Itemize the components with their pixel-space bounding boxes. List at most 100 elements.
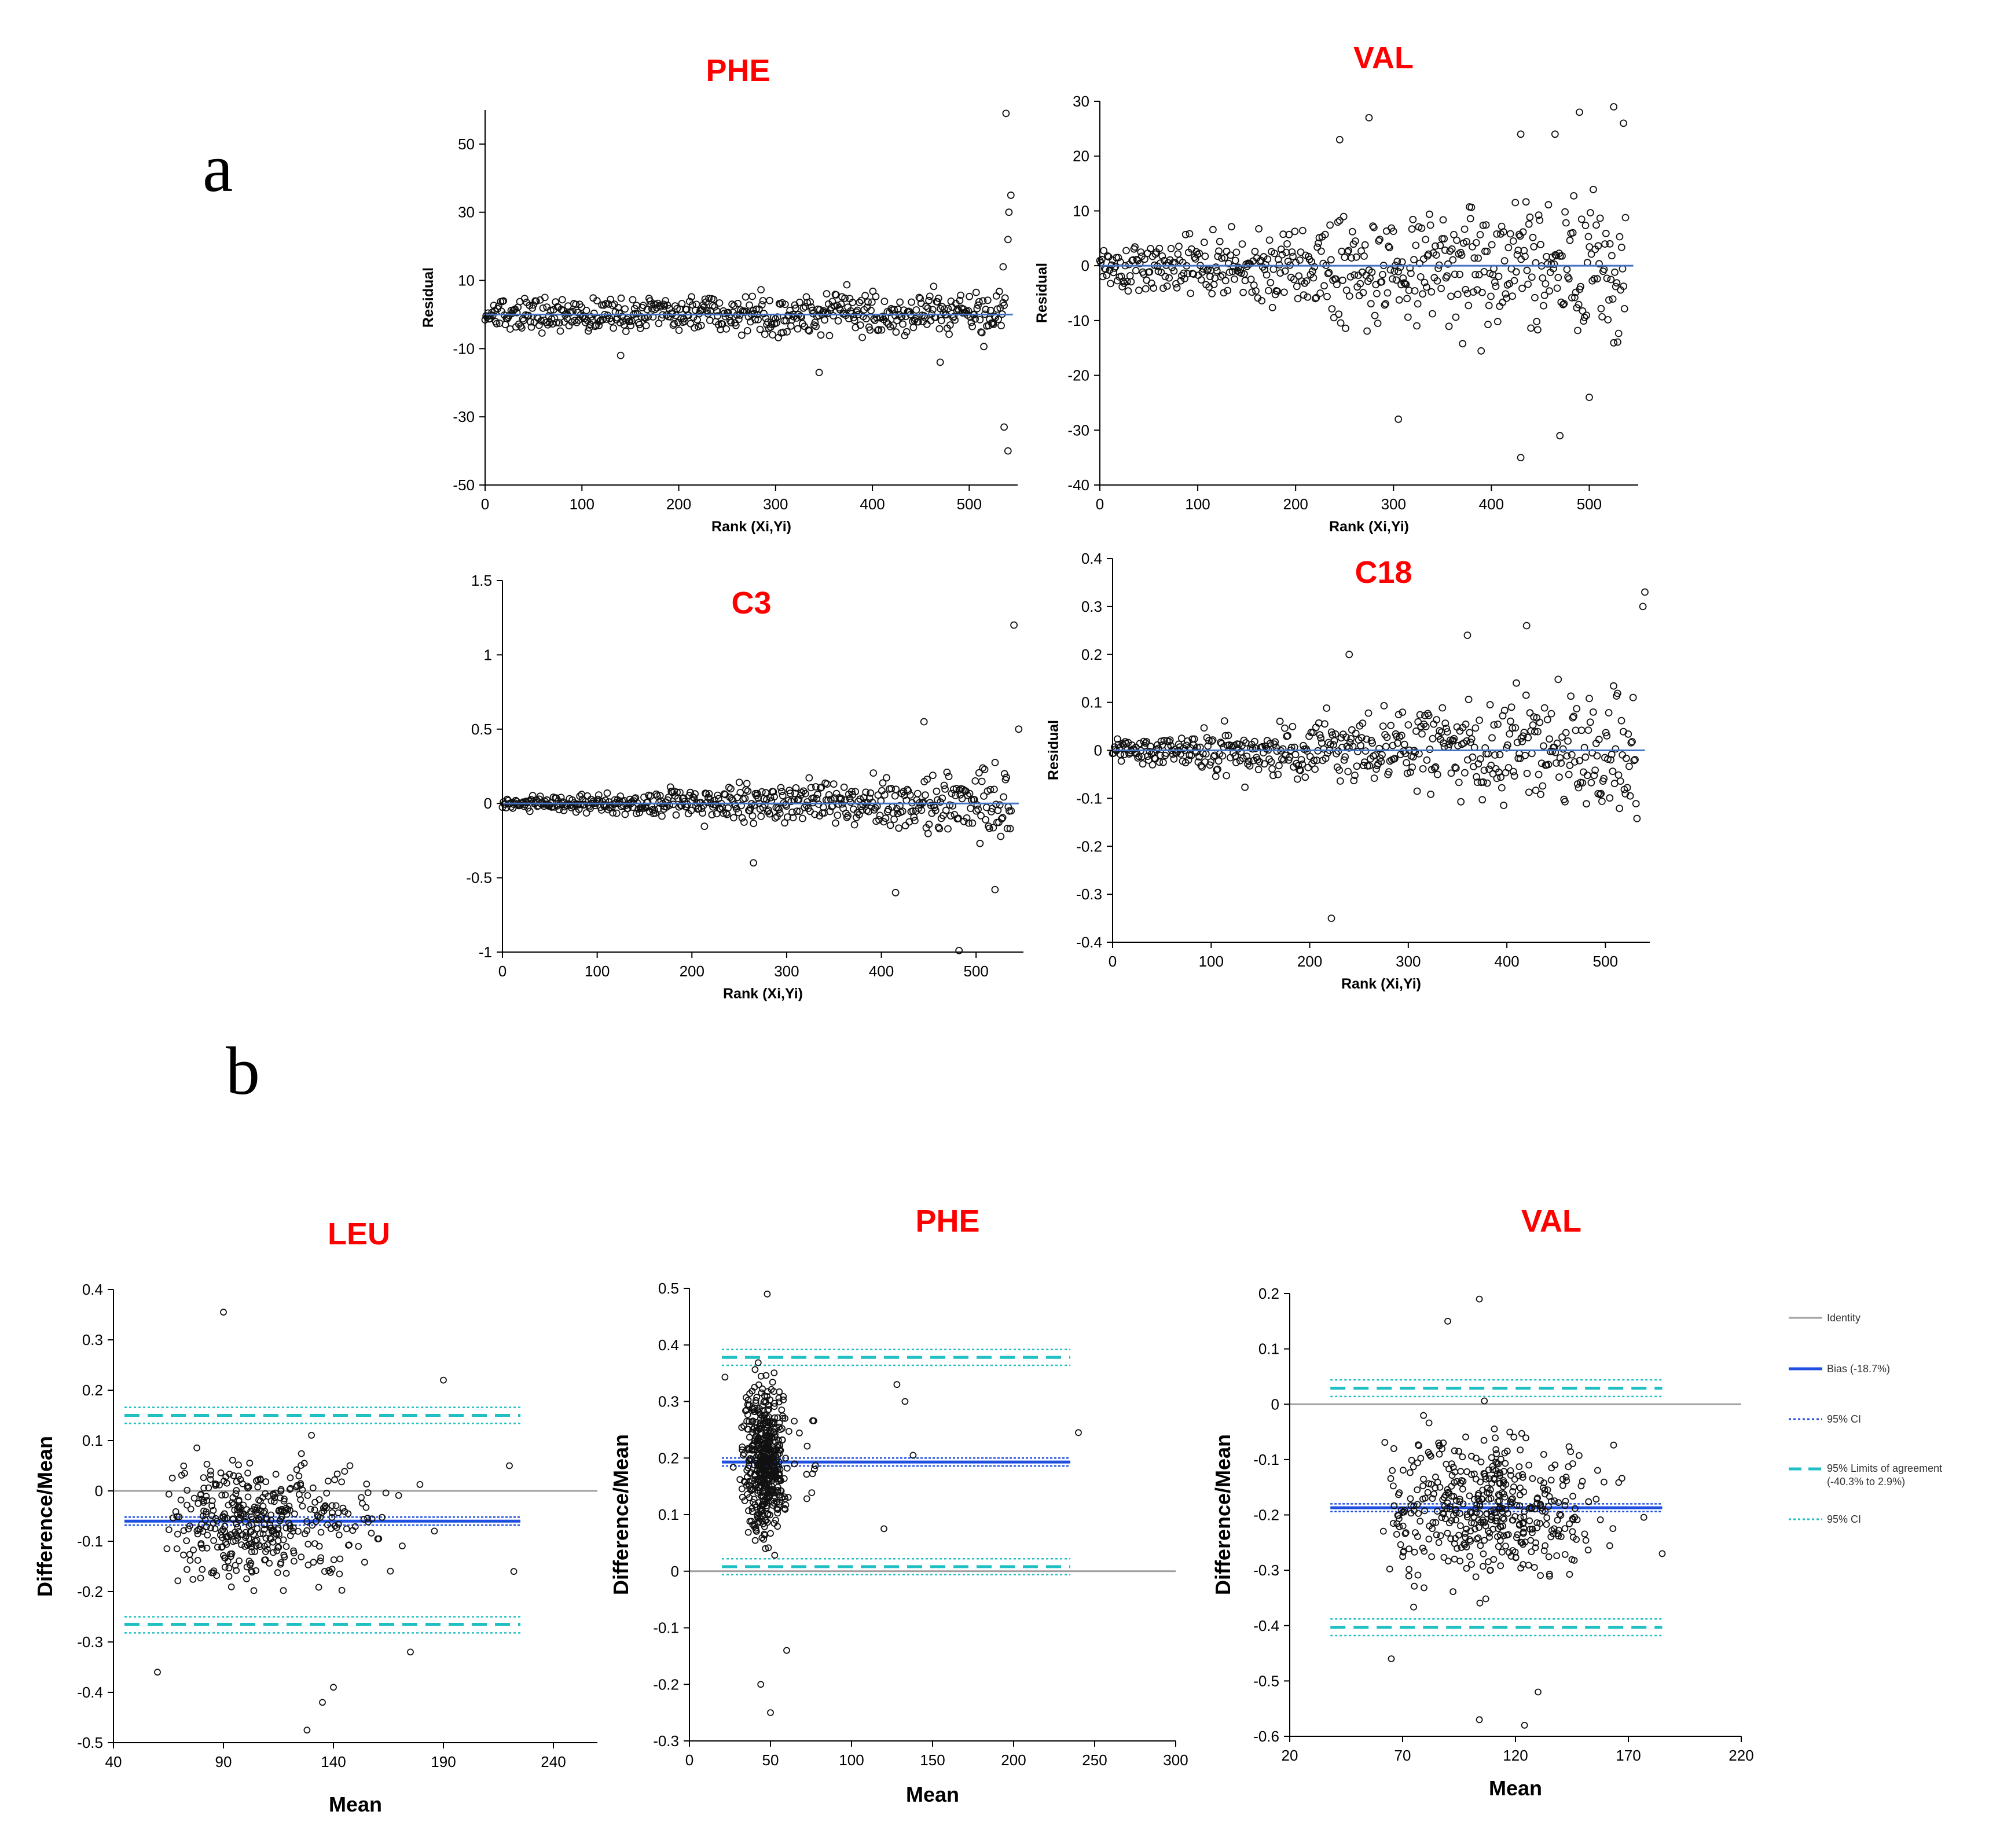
data-point <box>1238 240 1246 248</box>
data-point <box>1263 271 1271 279</box>
data-point <box>652 301 660 309</box>
x-tick-label: 250 <box>1082 1751 1107 1769</box>
data-point <box>304 1492 311 1499</box>
data-point <box>924 304 932 312</box>
data-point <box>639 804 647 813</box>
data-point <box>1530 243 1538 251</box>
data-point <box>1004 236 1012 244</box>
y-tick-label: -0.3 <box>1076 886 1102 903</box>
data-point <box>1104 252 1111 260</box>
data-point <box>636 325 644 332</box>
data-point <box>1206 761 1214 769</box>
data-point <box>1378 751 1386 759</box>
data-point <box>750 820 758 828</box>
data-point <box>763 1498 770 1505</box>
data-point <box>328 1502 336 1509</box>
data-point <box>1451 1540 1458 1548</box>
data-point <box>298 1450 305 1457</box>
data-point <box>1528 1529 1536 1537</box>
data-point <box>1271 249 1279 258</box>
data-point <box>1214 252 1222 260</box>
data-point <box>1373 289 1381 297</box>
data-point <box>1540 1547 1548 1555</box>
data-point <box>1503 741 1511 749</box>
data-point <box>1276 717 1284 725</box>
data-point <box>972 288 980 296</box>
data-point <box>323 1504 330 1512</box>
data-point <box>1527 1537 1535 1544</box>
data-point <box>1305 255 1313 263</box>
data-point <box>691 324 698 332</box>
data-point <box>801 803 809 811</box>
data-point <box>1537 1501 1544 1508</box>
data-point <box>1425 250 1433 258</box>
data-point <box>1487 1516 1495 1523</box>
data-point <box>280 1551 288 1559</box>
data-point <box>1223 771 1231 780</box>
data-point <box>1525 788 1533 796</box>
data-point <box>1173 284 1181 292</box>
data-point <box>1433 277 1441 285</box>
y-axis-label: Residual <box>1034 263 1050 323</box>
data-point <box>772 1434 779 1441</box>
data-point <box>1462 1534 1469 1541</box>
data-point <box>272 1471 280 1478</box>
x-tick-label: 500 <box>963 962 988 980</box>
data-point <box>1379 722 1387 730</box>
data-point <box>749 1405 756 1413</box>
chart-title: VAL <box>1521 1204 1581 1239</box>
data-point <box>785 1428 792 1435</box>
data-point <box>1253 756 1261 764</box>
y-tick-label: 0 <box>484 795 492 812</box>
data-point <box>1596 214 1604 222</box>
data-point <box>1320 720 1329 728</box>
data-point <box>1513 251 1521 259</box>
data-point <box>784 813 791 821</box>
data-point <box>1474 1534 1482 1542</box>
data-point <box>902 328 911 336</box>
y-tick-label: -0.2 <box>653 1676 679 1693</box>
data-point <box>1342 324 1349 332</box>
data-point <box>360 1516 368 1523</box>
data-point <box>1540 1451 1547 1458</box>
data-point <box>256 1497 264 1505</box>
data-point <box>759 1385 766 1393</box>
data-point <box>1506 730 1514 738</box>
data-point <box>1134 754 1142 762</box>
data-point <box>774 1450 781 1458</box>
data-point <box>1537 1572 1544 1579</box>
data-point <box>937 317 945 325</box>
data-point <box>308 1431 315 1439</box>
data-point <box>1547 1533 1555 1541</box>
data-point <box>1286 753 1294 761</box>
data-point <box>325 1567 332 1574</box>
data-point <box>1227 223 1235 231</box>
data-point <box>754 1512 761 1519</box>
x-tick-label: 200 <box>666 495 691 513</box>
data-point <box>776 809 784 817</box>
data-point <box>1559 745 1567 753</box>
data-point <box>1334 218 1342 226</box>
data-point <box>667 788 676 795</box>
data-point <box>1394 1512 1401 1519</box>
data-point <box>676 788 684 796</box>
data-point <box>1437 284 1445 292</box>
data-point <box>1422 236 1430 244</box>
data-point <box>1264 255 1272 263</box>
data-point <box>1468 1561 1475 1568</box>
data-point <box>591 322 599 330</box>
data-point <box>852 788 860 796</box>
data-point <box>1574 326 1581 335</box>
x-tick-label: 300 <box>1396 953 1421 970</box>
data-point <box>803 299 811 307</box>
data-point <box>1477 1519 1485 1526</box>
data-point <box>781 1505 788 1512</box>
data-point <box>720 809 727 817</box>
data-point <box>736 1476 744 1483</box>
data-point <box>1212 263 1220 271</box>
data-point <box>724 804 732 812</box>
data-point <box>1586 718 1594 726</box>
data-point <box>333 1470 341 1478</box>
data-point <box>1419 1544 1426 1552</box>
data-point <box>941 785 949 793</box>
